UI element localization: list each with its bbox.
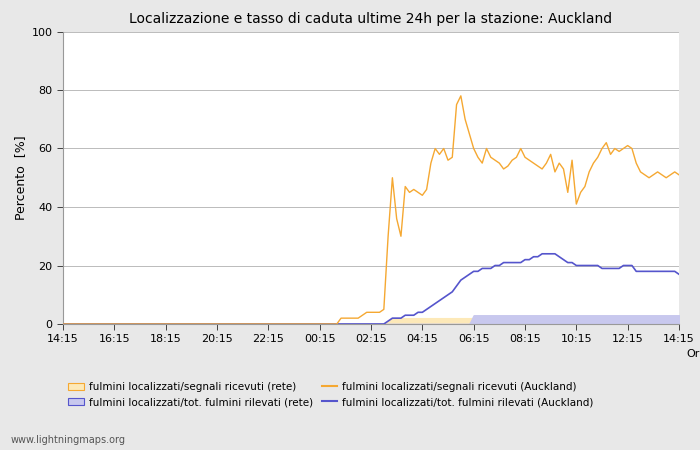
Legend: fulmini localizzati/segnali ricevuti (rete), fulmini localizzati/tot. fulmini ri: fulmini localizzati/segnali ricevuti (re… xyxy=(68,382,594,407)
Title: Localizzazione e tasso di caduta ultime 24h per la stazione: Auckland: Localizzazione e tasso di caduta ultime … xyxy=(130,12,612,26)
Y-axis label: Percento  [%]: Percento [%] xyxy=(15,135,27,220)
Text: Orario: Orario xyxy=(686,349,700,359)
Text: www.lightningmaps.org: www.lightningmaps.org xyxy=(10,435,125,445)
